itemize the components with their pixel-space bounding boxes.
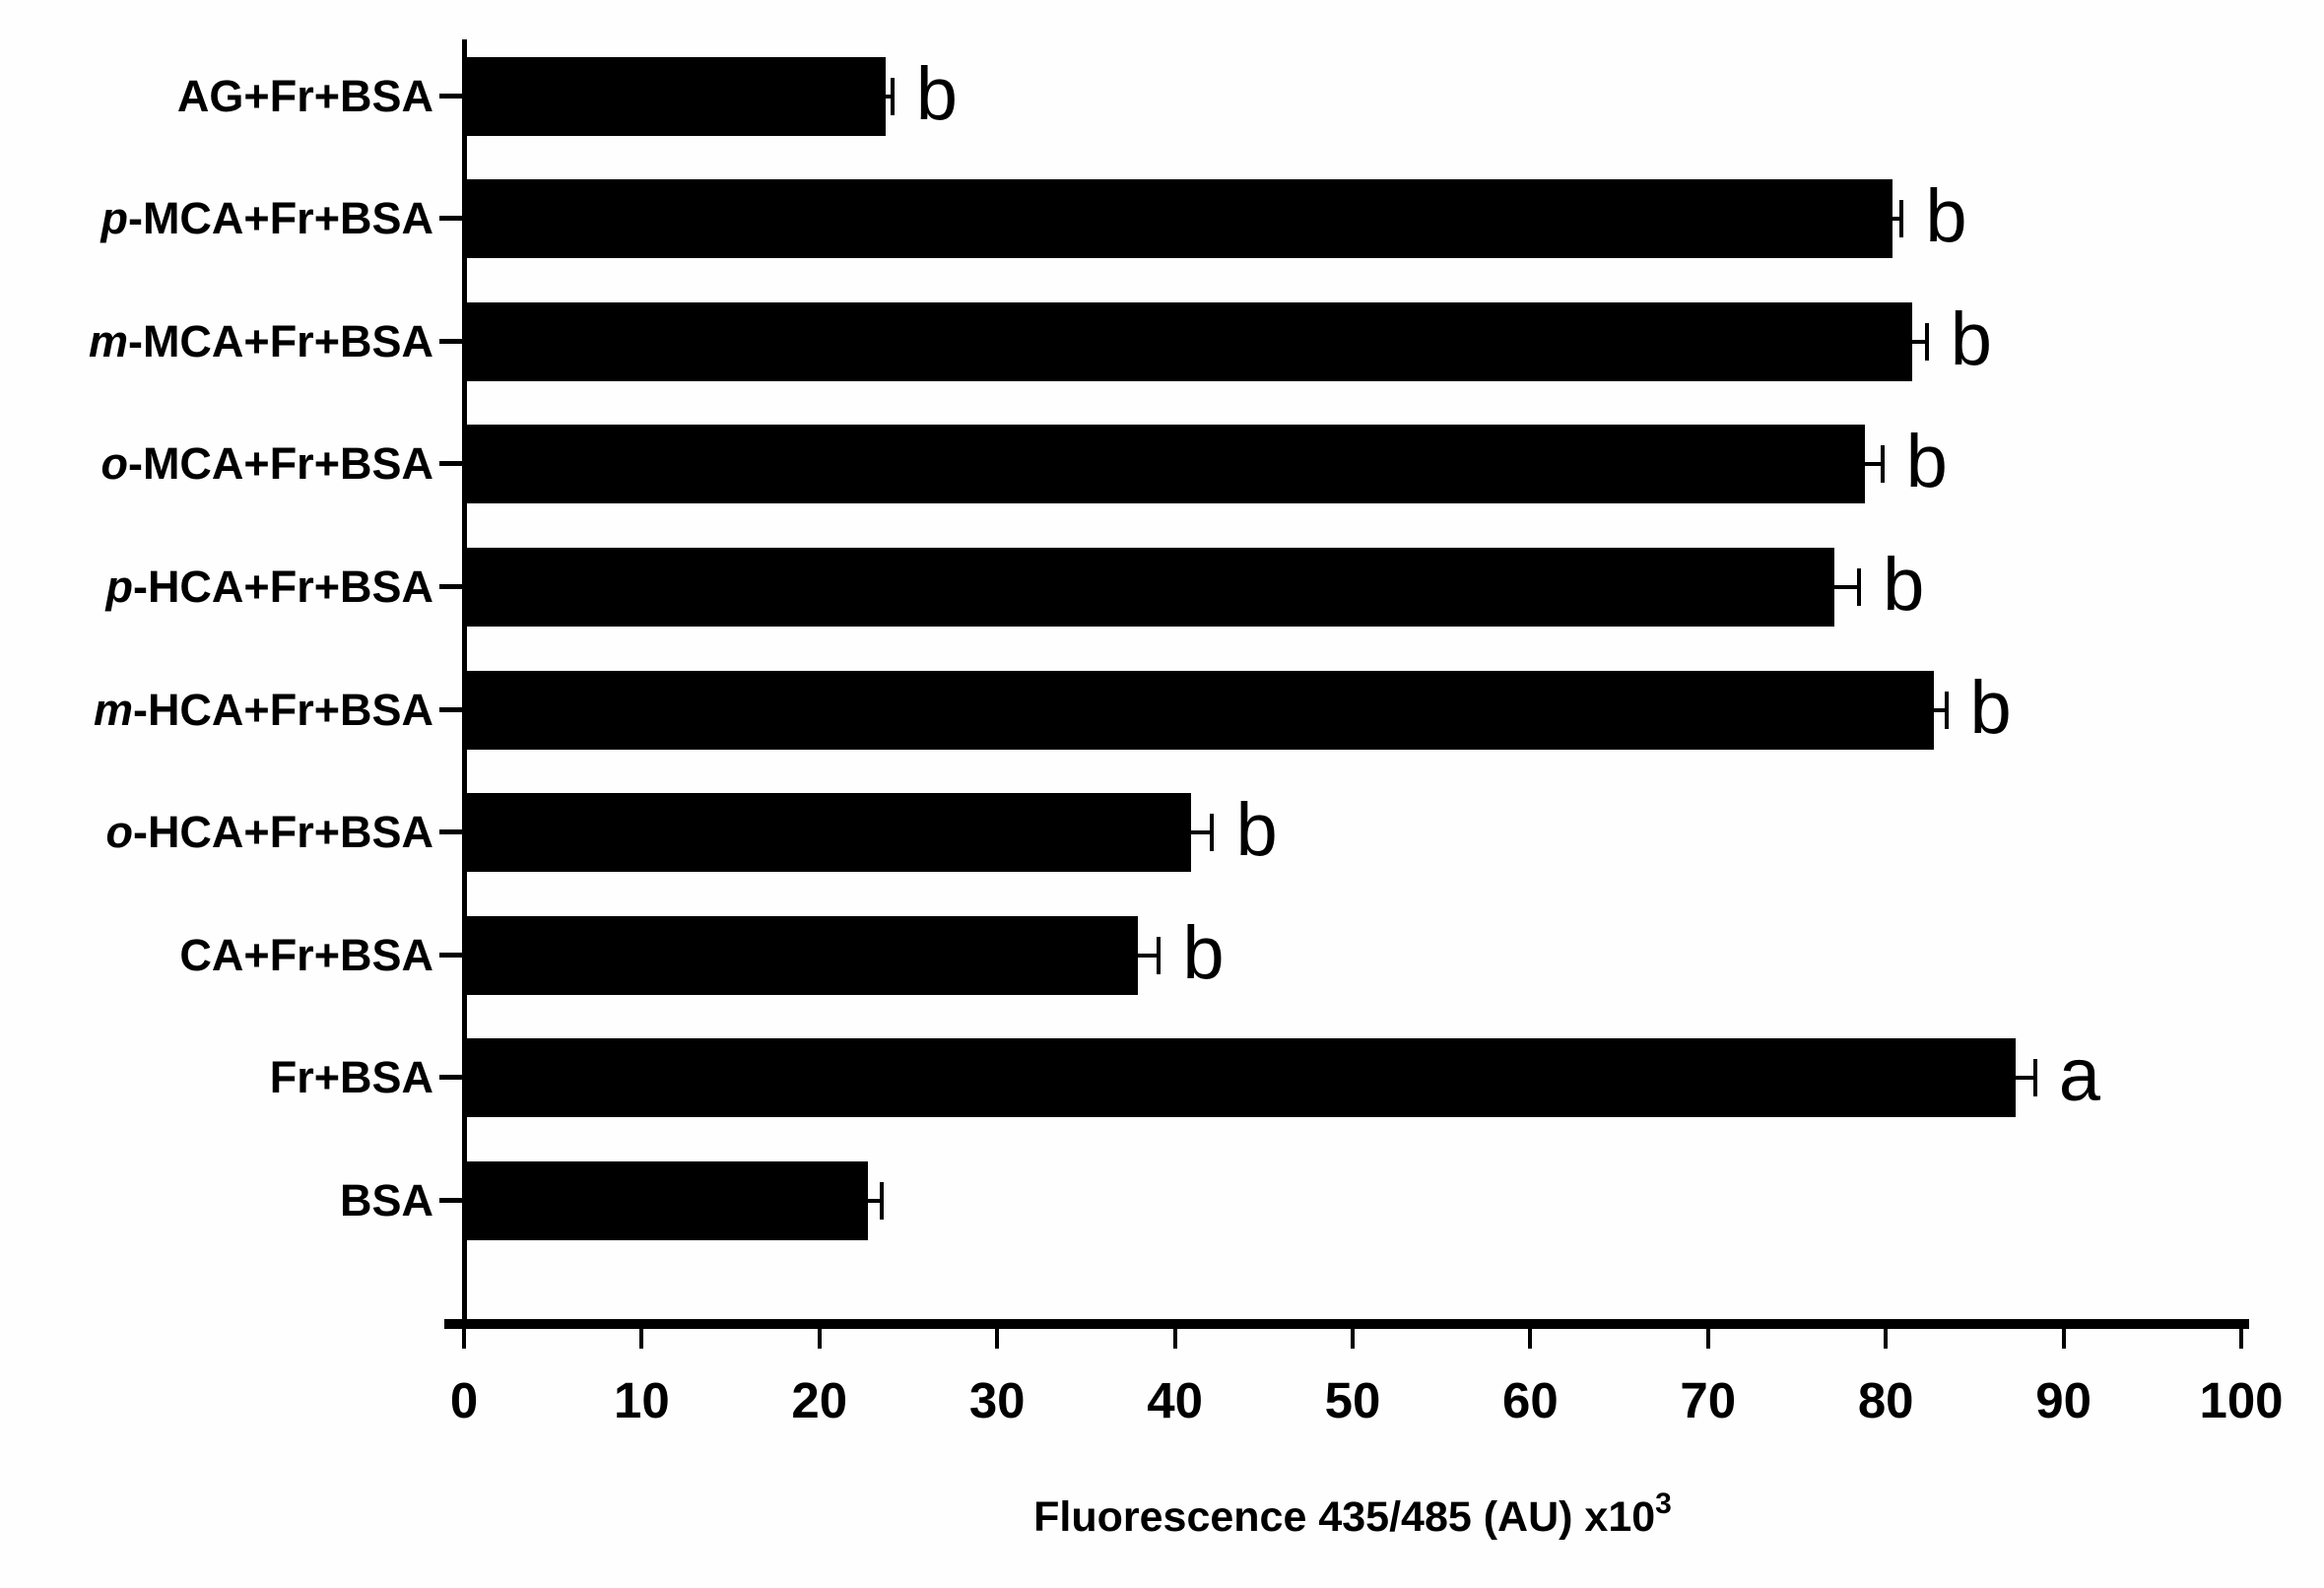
x-axis-tick-label: 20 xyxy=(791,1372,848,1428)
error-bar-cap xyxy=(879,1181,884,1220)
category-tick xyxy=(439,338,462,344)
bar xyxy=(465,547,1834,627)
x-axis-tick-label: 50 xyxy=(1324,1372,1381,1428)
x-axis-tick-label: 0 xyxy=(449,1372,479,1428)
bar xyxy=(465,56,886,136)
category-label: BSA xyxy=(339,1174,433,1225)
x-axis-tick-label: 30 xyxy=(968,1372,1026,1428)
error-bar-cap xyxy=(1944,691,1949,729)
category-label-italic-prefix: m xyxy=(93,684,133,735)
x-axis-tick xyxy=(1705,1329,1710,1349)
x-axis-tick xyxy=(639,1329,644,1349)
bar xyxy=(465,670,1934,750)
error-bar-cap xyxy=(1880,445,1885,484)
category-tick xyxy=(439,461,462,467)
error-bar-line xyxy=(885,94,893,99)
x-axis-tick-label: 10 xyxy=(614,1372,670,1428)
error-bar-line xyxy=(1833,584,1860,589)
category-label: CA+Fr+BSA xyxy=(179,929,433,980)
error-bar-cap xyxy=(2032,1059,2037,1097)
error-bar-line xyxy=(1912,339,1927,344)
bar xyxy=(465,1160,868,1240)
x-axis-tick xyxy=(1172,1329,1177,1349)
x-axis-tick xyxy=(462,1329,466,1349)
bar xyxy=(465,1038,2016,1118)
bar xyxy=(465,301,1913,381)
bar xyxy=(465,179,1893,259)
x-axis-tick-label: 40 xyxy=(1147,1372,1203,1428)
error-bar-line xyxy=(1892,217,1902,222)
significance-letter: b xyxy=(1235,788,1278,873)
significance-letter: a xyxy=(2058,1033,2101,1118)
category-label: m-MCA+Fr+BSA xyxy=(88,315,433,366)
category-label: AG+Fr+BSA xyxy=(176,70,433,121)
category-label: Fr+BSA xyxy=(269,1052,433,1103)
x-axis-tick-label: 60 xyxy=(1502,1372,1559,1428)
error-bar-cap xyxy=(1157,936,1162,974)
x-axis-title-text: Fluorescence 435/485 (AU) x10 xyxy=(1033,1493,1656,1541)
x-axis-tick-label: 100 xyxy=(2199,1372,2284,1428)
error-bar-cap xyxy=(890,77,895,115)
x-axis-tick-label: 80 xyxy=(1857,1372,1914,1428)
error-bar-line xyxy=(1137,953,1160,958)
x-axis-tick-label: 90 xyxy=(2035,1372,2092,1428)
x-axis-tick xyxy=(995,1329,1000,1349)
bar xyxy=(465,915,1138,995)
significance-letter: b xyxy=(915,51,959,136)
significance-letter: b xyxy=(1905,420,1948,504)
category-label-italic-prefix: p xyxy=(105,561,133,612)
category-label-italic-prefix: o xyxy=(105,807,133,858)
category-tick xyxy=(439,952,462,958)
category-label-italic-prefix: o xyxy=(100,438,128,490)
category-tick xyxy=(439,216,462,222)
error-bar-line xyxy=(1864,462,1883,467)
category-tick xyxy=(439,1075,462,1081)
error-bar-cap xyxy=(1924,322,1929,361)
category-label-italic-prefix: p xyxy=(100,193,128,244)
x-axis-tick xyxy=(2061,1329,2066,1349)
category-label: p-MCA+Fr+BSA xyxy=(100,193,433,244)
bar xyxy=(465,793,1191,873)
x-axis-title-superscript: 3 xyxy=(1655,1488,1672,1520)
category-tick xyxy=(439,1197,462,1203)
error-bar-line xyxy=(1933,707,1947,712)
error-bar-cap xyxy=(1857,567,1862,606)
significance-letter: b xyxy=(1925,174,1967,259)
significance-letter: b xyxy=(1883,542,1925,627)
category-tick xyxy=(439,93,462,99)
error-bar-line xyxy=(1190,830,1213,835)
significance-letter: b xyxy=(1182,910,1225,995)
category-label-italic-prefix: m xyxy=(88,315,128,366)
x-axis-title: Fluorescence 435/485 (AU) x103 xyxy=(464,1488,2241,1542)
error-bar-cap xyxy=(1210,814,1215,852)
x-axis-tick xyxy=(2239,1329,2243,1349)
y-axis-line xyxy=(462,39,467,1329)
category-label: o-HCA+Fr+BSA xyxy=(105,807,433,858)
category-tick xyxy=(439,583,462,589)
error-bar-line xyxy=(2015,1076,2035,1081)
error-bar-cap xyxy=(1899,200,1904,238)
x-axis-tick xyxy=(1528,1329,1533,1349)
error-bar-line xyxy=(867,1198,882,1203)
bar xyxy=(465,425,1865,504)
category-label: o-MCA+Fr+BSA xyxy=(100,438,433,490)
x-axis-tick xyxy=(1884,1329,1889,1349)
significance-letter: b xyxy=(1950,297,1992,381)
category-label: m-HCA+Fr+BSA xyxy=(93,684,433,735)
category-tick xyxy=(439,706,462,712)
x-axis-tick xyxy=(817,1329,822,1349)
significance-letter: b xyxy=(1969,665,2012,750)
category-tick xyxy=(439,829,462,835)
x-axis-line xyxy=(444,1319,2249,1329)
x-axis-tick xyxy=(1351,1329,1355,1349)
x-axis-tick-label: 70 xyxy=(1680,1372,1737,1428)
category-label: p-HCA+Fr+BSA xyxy=(105,561,433,612)
